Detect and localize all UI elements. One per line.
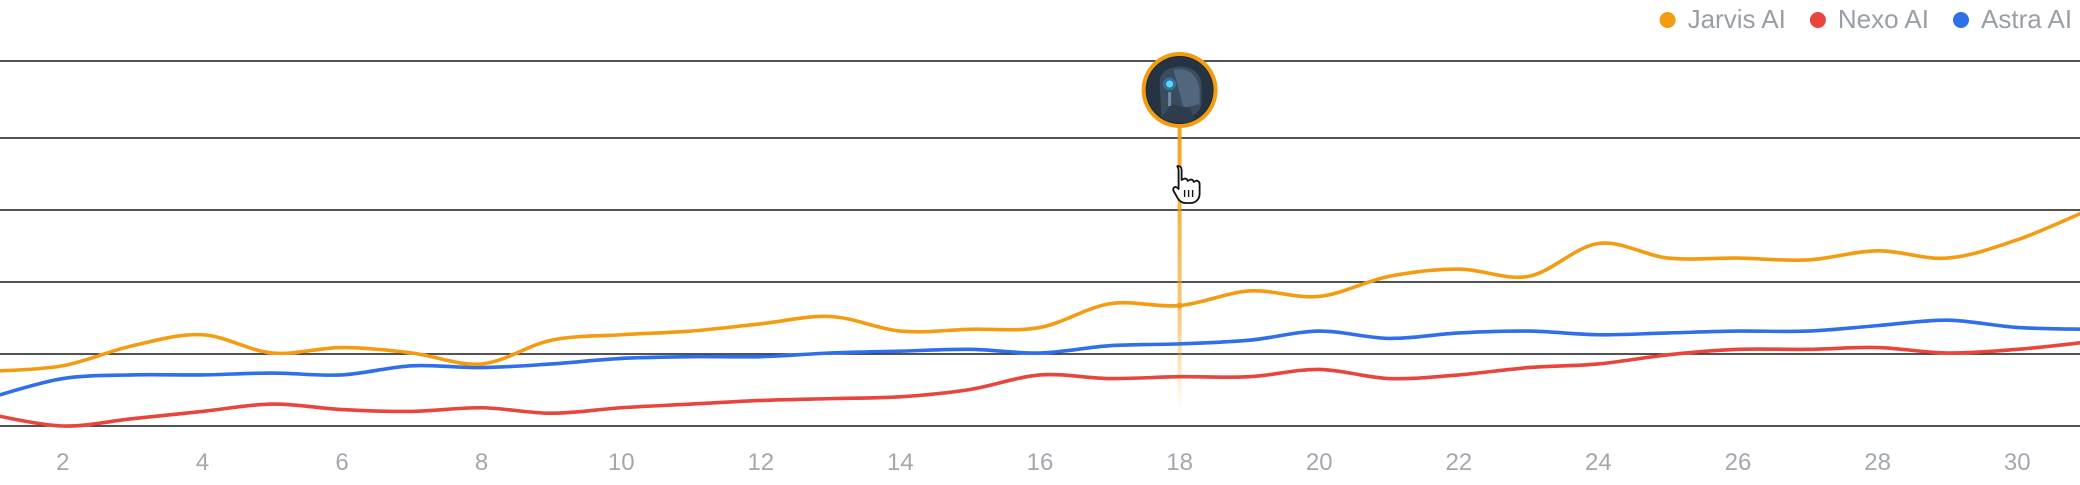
legend-swatch bbox=[1809, 12, 1826, 28]
series-line-nexo-ai[interactable] bbox=[0, 341, 2080, 428]
x-tick-label: 24 bbox=[1585, 449, 1612, 476]
x-tick-label: 2 bbox=[56, 449, 69, 476]
hand-pointer-shape bbox=[1172, 165, 1201, 204]
series-line-astra-ai[interactable] bbox=[0, 318, 2080, 397]
x-tick-label: 8 bbox=[475, 449, 488, 476]
robot-cheek-line bbox=[1168, 92, 1172, 106]
x-tick-label: 4 bbox=[196, 449, 209, 476]
highlight-guide bbox=[1177, 100, 1182, 410]
highlight-guide-line bbox=[1177, 100, 1182, 410]
robot-head bbox=[1146, 57, 1213, 123]
robot-avatar-icon[interactable] bbox=[1141, 52, 1218, 128]
legend-swatch bbox=[1659, 12, 1676, 28]
robot-visor bbox=[1173, 69, 1200, 108]
x-tick-label: 22 bbox=[1445, 449, 1472, 476]
robot-eye bbox=[1166, 80, 1174, 88]
x-tick-label: 18 bbox=[1166, 449, 1193, 476]
legend-item[interactable]: Astra AI bbox=[1953, 4, 2072, 34]
x-tick-label: 16 bbox=[1027, 449, 1054, 476]
x-tick-label: 30 bbox=[2004, 449, 2031, 476]
legend-item[interactable]: Nexo AI bbox=[1809, 4, 1929, 34]
hand-pointer-icon bbox=[1172, 165, 1201, 204]
robot-neck bbox=[1159, 104, 1198, 123]
x-tick-label: 12 bbox=[747, 449, 774, 476]
grid-lines bbox=[0, 60, 2080, 427]
highlight-point[interactable] bbox=[1176, 302, 1183, 309]
series-line-jarvis-ai[interactable] bbox=[0, 211, 2080, 373]
x-tick-label: 6 bbox=[335, 449, 348, 476]
x-tick-label: 10 bbox=[608, 449, 635, 476]
series-lines bbox=[0, 211, 2080, 428]
x-tick-label: 28 bbox=[1864, 449, 1891, 476]
legend: Astra AI Nexo AI Jarvis AI bbox=[1659, 4, 2072, 34]
x-axis: 2 4 6 8 10 12 14 16 18 20 22 24 26 28 30 bbox=[56, 449, 2030, 476]
x-tick-label: 14 bbox=[887, 449, 914, 476]
legend-item[interactable]: Jarvis AI bbox=[1659, 4, 1786, 34]
highlight-marker bbox=[1141, 52, 1218, 309]
x-tick-label: 20 bbox=[1306, 449, 1333, 476]
x-tick-label: 26 bbox=[1725, 449, 1752, 476]
legend-swatch bbox=[1953, 12, 1969, 28]
legend-label: Astra AI bbox=[1981, 4, 2072, 34]
legend-label: Jarvis AI bbox=[1688, 4, 1786, 34]
legend-label: Nexo AI bbox=[1838, 4, 1929, 34]
